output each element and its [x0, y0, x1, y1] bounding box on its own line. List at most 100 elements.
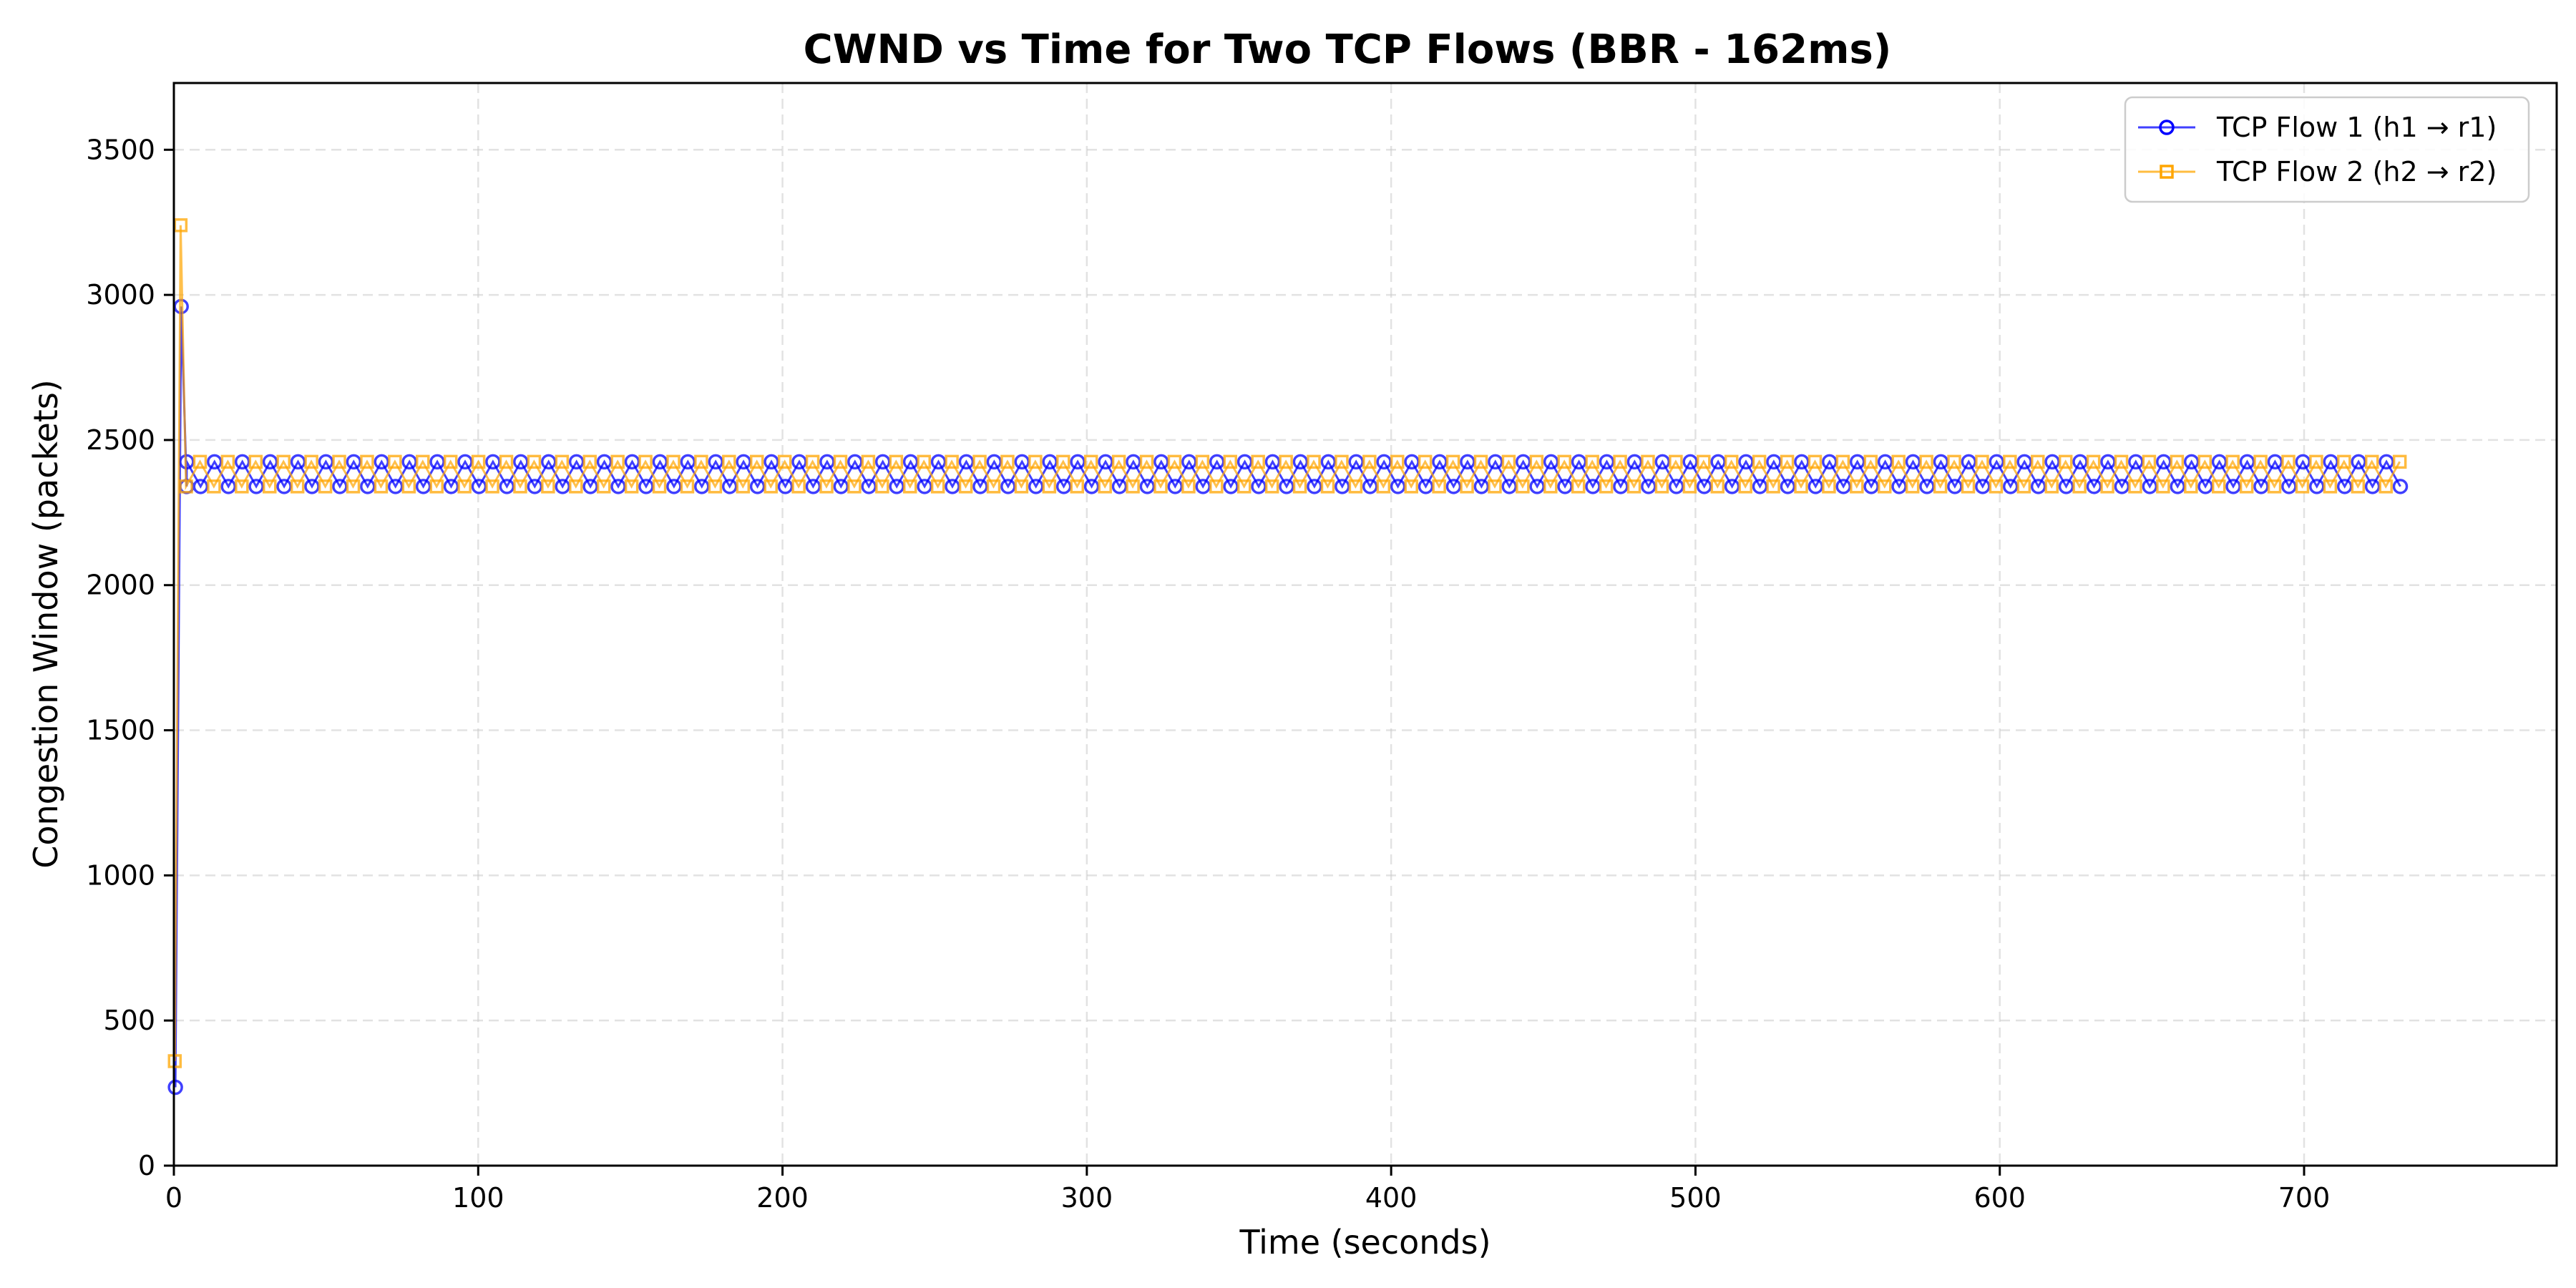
data-point-square: [1794, 479, 1808, 494]
data-point-square: [2253, 454, 2268, 469]
data-point-square: [652, 479, 667, 494]
data-point-square: [1279, 454, 1293, 469]
data-point-square: [833, 454, 848, 469]
data-point-square: [749, 454, 764, 469]
data-point-square: [2239, 479, 2254, 494]
data-point-square: [2197, 454, 2212, 469]
data-point-square: [2142, 454, 2157, 469]
data-point-square: [1223, 454, 1238, 469]
data-point-square: [986, 479, 1001, 494]
data-point-square: [1557, 454, 1571, 469]
data-point-square: [791, 479, 806, 494]
data-point-square: [1878, 479, 1892, 494]
data-point-square: [2392, 454, 2407, 469]
data-point-square: [1307, 454, 1321, 469]
data-point-square: [1766, 479, 1780, 494]
data-point-square: [1738, 479, 1752, 494]
data-point-square: [1488, 479, 1502, 494]
data-point-square: [1348, 479, 1363, 494]
data-point-square: [527, 454, 542, 469]
data-point-square: [1404, 479, 1418, 494]
data-point-square: [207, 479, 221, 494]
data-point-square: [457, 479, 472, 494]
data-point-square: [2225, 454, 2240, 469]
data-point-square: [638, 454, 653, 469]
data-point-square: [763, 479, 778, 494]
legend-label: TCP Flow 2 (h2 → r2): [2216, 156, 2497, 187]
data-point-square: [1362, 454, 1377, 469]
y-tick-label: 0: [138, 1150, 155, 1181]
data-point-square: [1543, 479, 1558, 494]
data-point-square: [2044, 479, 2059, 494]
data-point-square: [1641, 454, 1655, 469]
data-point-square: [2364, 454, 2379, 469]
data-point-square: [2160, 165, 2174, 179]
data-point-square: [2323, 479, 2338, 494]
data-point-square: [2114, 454, 2129, 469]
data-point-square: [666, 454, 680, 469]
data-point-circle: [2392, 479, 2409, 494]
y-tick-label: 2500: [86, 424, 155, 456]
data-point-square: [2281, 454, 2296, 469]
legend-item-flow-1: TCP Flow 1 (h1 → r1): [2138, 112, 2497, 143]
data-point-square: [847, 479, 862, 494]
data-point-square: [1599, 479, 1614, 494]
data-point-square: [192, 454, 208, 469]
data-point-square: [596, 479, 611, 494]
data-point-square: [1891, 454, 1906, 469]
series-layer: [167, 218, 2409, 1096]
data-point-square: [694, 454, 708, 469]
data-point-square: [248, 454, 263, 469]
data-point-square: [1251, 454, 1265, 469]
y-tick-label: 500: [103, 1005, 155, 1036]
plot-frame: [172, 82, 2558, 1167]
data-point-square: [1320, 479, 1335, 494]
series-line-flow-1: [174, 306, 2401, 1088]
data-point-square: [1209, 479, 1224, 494]
data-point-square: [1153, 479, 1168, 494]
data-point-square: [1473, 454, 1488, 469]
data-point-square: [1989, 479, 2004, 494]
data-point-square: [1905, 479, 1920, 494]
data-point-square: [1460, 479, 1474, 494]
data-point-circle: [2159, 119, 2175, 135]
y-axis-label: Congestion Window (packets): [26, 379, 65, 869]
data-point-square: [499, 454, 514, 469]
y-tick-label: 1500: [86, 715, 155, 746]
data-point-square: [569, 479, 583, 494]
data-point-square: [889, 454, 904, 469]
y-tick-label: 3000: [86, 279, 155, 311]
data-point-square: [722, 454, 736, 469]
data-point-square: [220, 454, 235, 469]
x-tick-label: 500: [1669, 1182, 1722, 1214]
data-point-square: [1807, 454, 1823, 469]
data-point-square: [416, 454, 430, 469]
data-point-square: [958, 479, 973, 494]
data-point-circle: [167, 1079, 183, 1096]
y-tick-label: 2000: [86, 570, 155, 601]
series-line-flow-2: [173, 225, 2401, 1062]
y-tick-label: 3500: [86, 134, 155, 165]
data-point-square: [736, 479, 751, 494]
data-point-square: [1626, 479, 1641, 494]
data-point-square: [875, 479, 889, 494]
data-point-square: [276, 454, 291, 469]
data-point-square: [2309, 454, 2323, 469]
data-point-square: [1292, 479, 1307, 494]
data-point-square: [1850, 479, 1864, 494]
data-point-square: [1167, 454, 1182, 469]
data-point-square: [388, 454, 402, 469]
data-point-square: [610, 454, 625, 469]
data-point-square: [555, 454, 570, 469]
y-tick-label: 1000: [86, 859, 155, 891]
data-point-square: [805, 454, 820, 469]
data-point-square: [2100, 479, 2114, 494]
data-point-square: [1516, 479, 1530, 494]
data-point-square: [819, 479, 834, 494]
data-point-square: [1919, 454, 1933, 469]
data-point-square: [471, 454, 486, 469]
data-point-square: [1390, 454, 1405, 469]
data-point-square: [1752, 454, 1767, 469]
legend-box: [2124, 96, 2530, 203]
data-point-square: [1418, 454, 1433, 469]
